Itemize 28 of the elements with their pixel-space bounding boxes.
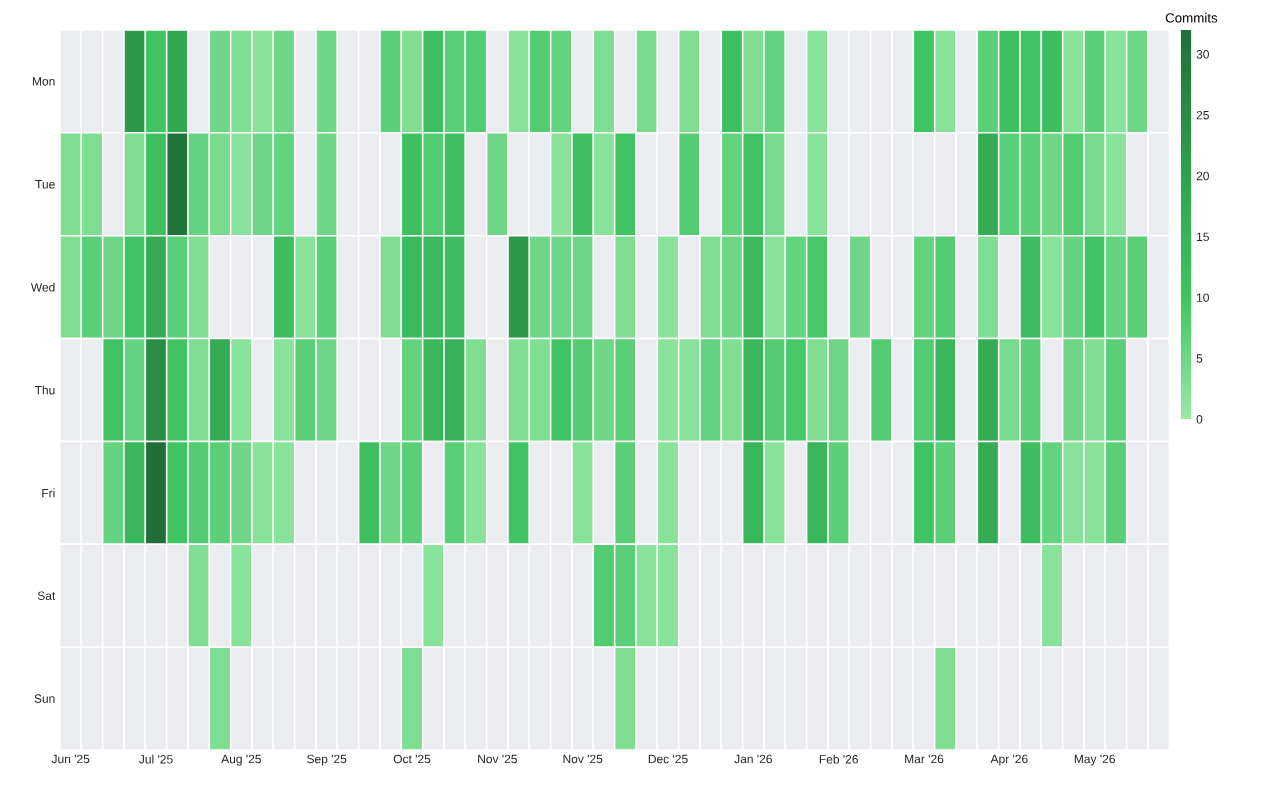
y-tick-label: Fri (42, 488, 55, 498)
x-tick-label: Apr '26 (990, 754, 1028, 766)
color-bar-label: 5 (1196, 354, 1203, 363)
y-tick-label: Tue (35, 180, 55, 189)
color-bar-label: 20 (1196, 171, 1209, 181)
x-tick-label: May '26 (1074, 754, 1115, 766)
x-tick-label: Jul '25 (139, 754, 173, 764)
y-tick-label: Wed (30, 282, 55, 292)
color-bar-label: 0 (1196, 415, 1203, 424)
color-bar-label: 10 (1197, 293, 1209, 302)
x-tick-label: Jun '25 (51, 754, 90, 764)
y-tick-label: Mon (32, 77, 55, 86)
x-tick-label: Nov '25 (478, 754, 517, 764)
y-tick-label: Sun (34, 694, 55, 703)
x-tick-label: Mar '26 (905, 754, 944, 764)
x-tick-label: Jan '26 (734, 754, 772, 764)
x-tick-label: Dec '25 (648, 754, 688, 764)
color-bar-label: 30 (1196, 50, 1209, 59)
y-tick-label: Thu (34, 385, 55, 395)
y-tick-label: Sat (37, 591, 56, 600)
color-bar-label: 25 (1196, 110, 1209, 120)
color-bar-title: Commits (1165, 12, 1218, 23)
x-tick-label: Nov '25 (563, 754, 603, 764)
x-tick-label: Aug '25 (221, 754, 261, 766)
x-tick-label: Feb '26 (819, 754, 858, 764)
x-tick-label: Oct '25 (393, 754, 431, 764)
x-tick-label: Sep '25 (307, 754, 347, 766)
color-bar-label: 15 (1197, 232, 1209, 242)
